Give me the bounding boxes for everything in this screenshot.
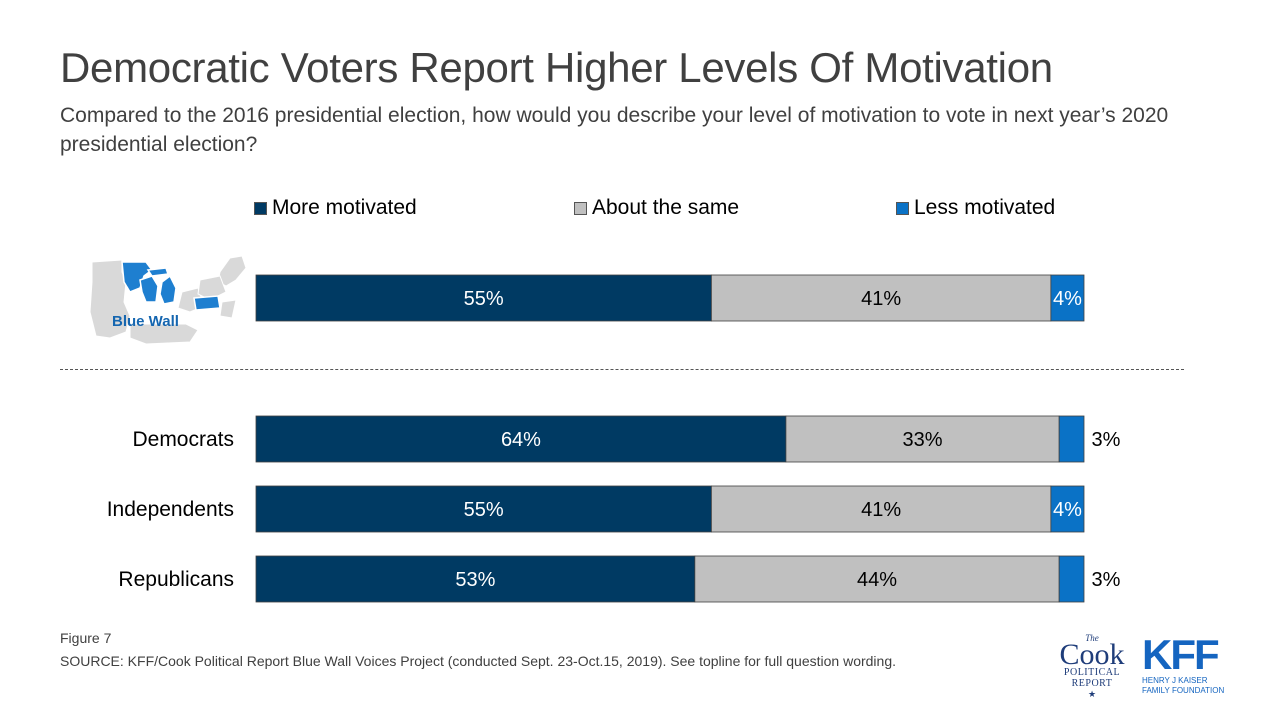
bar-republicans-about-the-same xyxy=(694,555,1060,603)
blue-wall-map-graphic: Blue Wall xyxy=(89,255,247,345)
data-label-republicans-less-motivated: 3% xyxy=(1092,569,1121,591)
legend-item-less-motivated: Less motivated xyxy=(896,196,1055,220)
data-label-blue-wall-more-motivated: 55% xyxy=(464,288,504,310)
legend-item-about-the-same: About the same xyxy=(574,196,739,220)
bar-blue-wall-less-motivated xyxy=(1050,274,1085,322)
data-label-blue-wall-less-motivated: 4% xyxy=(1053,288,1082,310)
category-label-republicans: Republicans xyxy=(118,568,234,591)
figure-number: Figure 7 xyxy=(60,630,112,646)
kff-logo-line2: FAMILY FOUNDATION xyxy=(1142,686,1225,695)
category-label-democrats: Democrats xyxy=(132,428,234,451)
kff-logo-line1: HENRY J KAISER xyxy=(1142,676,1208,685)
bar-democrats-about-the-same xyxy=(785,415,1060,463)
legend-swatch-less-motivated xyxy=(896,201,909,215)
data-label-republicans-more-motivated: 53% xyxy=(455,569,495,591)
data-label-democrats-more-motivated: 64% xyxy=(501,429,541,451)
bar-independents-more-motivated xyxy=(255,485,712,533)
chart-legend: More motivated About the same Less motiv… xyxy=(0,196,1280,226)
data-label-independents-about-the-same: 41% xyxy=(861,499,901,521)
legend-label-less-motivated: Less motivated xyxy=(914,196,1056,219)
map-label: Blue Wall xyxy=(112,313,179,330)
bar-independents-about-the-same xyxy=(711,485,1052,533)
legend-item-more-motivated: More motivated xyxy=(254,196,417,220)
data-label-blue-wall-about-the-same: 41% xyxy=(861,288,901,310)
legend-label-more-motivated: More motivated xyxy=(272,196,417,219)
blue-wall-map: Blue Wall xyxy=(86,252,254,345)
bar-republicans-less-motivated xyxy=(1058,555,1085,603)
cook-logo-the: The xyxy=(1085,633,1099,643)
data-label-democrats-about-the-same: 33% xyxy=(903,429,943,451)
data-label-independents-less-motivated: 4% xyxy=(1053,499,1082,521)
cook-logo-word: Cook xyxy=(1059,638,1125,671)
star-icon: ★ xyxy=(1087,689,1097,699)
kff-logo-word: KFF xyxy=(1142,631,1220,678)
bar-democrats-more-motivated xyxy=(255,415,787,463)
kff-logo: KFF HENRY J KAISER FAMILY FOUNDATION xyxy=(1142,634,1242,700)
data-label-independents-more-motivated: 55% xyxy=(464,499,504,521)
legend-swatch-about-the-same xyxy=(574,201,587,215)
category-label-independents: Independents xyxy=(107,498,234,521)
legend-swatch-more-motivated xyxy=(254,201,267,215)
bar-blue-wall-more-motivated xyxy=(255,274,712,322)
data-label-republicans-about-the-same: 44% xyxy=(857,569,897,591)
bar-republicans-more-motivated xyxy=(255,555,696,603)
cook-logo-line2: REPORT xyxy=(1071,678,1113,689)
page-subtitle: Compared to the 2016 presidential electi… xyxy=(60,104,1169,156)
cook-logo-line1: POLITICAL xyxy=(1063,667,1121,678)
data-label-democrats-less-motivated: 3% xyxy=(1092,429,1121,451)
group-divider xyxy=(60,369,1184,370)
bar-democrats-less-motivated xyxy=(1058,415,1085,463)
bar-blue-wall-about-the-same xyxy=(711,274,1052,322)
page-title: Democratic Voters Report Higher Levels O… xyxy=(60,44,1053,91)
source-note: SOURCE: KFF/Cook Political Report Blue W… xyxy=(60,653,896,669)
legend-label-about-the-same: About the same xyxy=(592,196,740,219)
cook-political-report-logo: The Cook POLITICAL REPORT ★ xyxy=(1052,634,1132,700)
bar-independents-less-motivated xyxy=(1050,485,1085,533)
